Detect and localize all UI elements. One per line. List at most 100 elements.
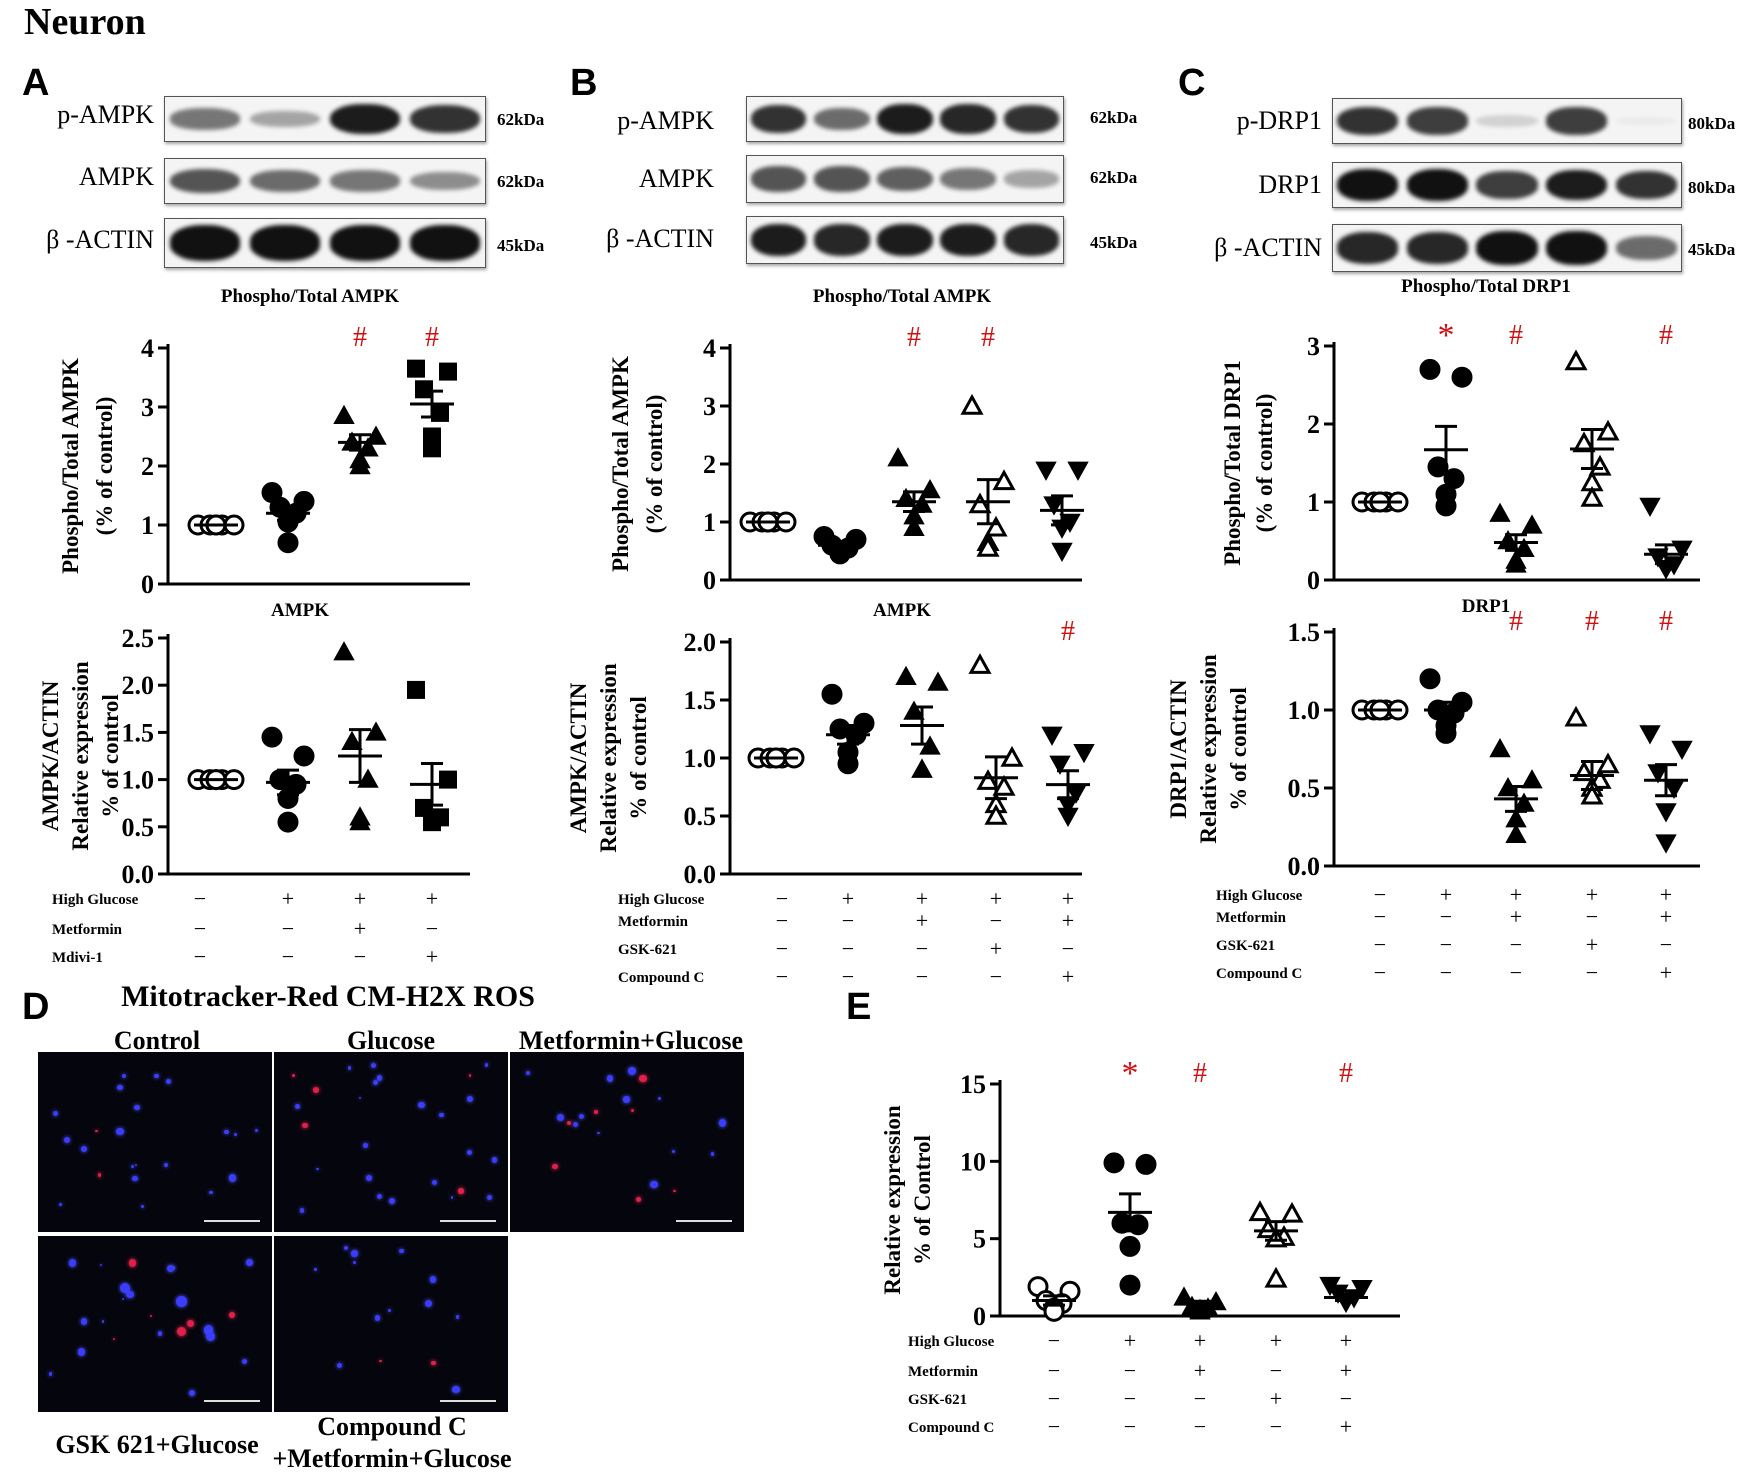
condition-table-c: High Glucose − + + + +Metformin − − + − +GSK-621− −… — [1216, 882, 1672, 985]
data-point — [1505, 553, 1527, 573]
blot-band — [940, 104, 996, 134]
blot-band — [1406, 107, 1468, 135]
condition-sign: − — [1510, 932, 1522, 957]
fluorescent-dot — [552, 1163, 559, 1170]
y-tick-label: 2 — [703, 450, 716, 479]
condition-sign: + — [1660, 960, 1672, 985]
condition-sign: + — [354, 916, 366, 941]
blot-band — [1003, 224, 1060, 256]
data-group: # — [1564, 606, 1620, 805]
data-point — [1351, 1279, 1373, 1300]
data-point — [1564, 349, 1588, 371]
fluorescent-dot — [566, 1120, 572, 1125]
fluorescent-dot — [204, 1325, 214, 1335]
condition-sign: + — [916, 908, 928, 933]
data-point — [1564, 705, 1588, 727]
blot-band — [409, 225, 481, 261]
significance-mark: # — [1659, 606, 1673, 637]
blot-band — [1406, 232, 1468, 264]
y-tick-label: 0 — [973, 1302, 986, 1331]
condition-sign: − — [194, 886, 206, 911]
fluorescent-dot — [639, 1074, 647, 1083]
condition-sign: + — [1510, 882, 1522, 907]
blot-band — [750, 104, 807, 134]
condition-table-e: High Glucose − + + + + Metformin − − + − + GSK-621 − −… — [908, 1328, 1352, 1439]
y-tick-label: 1.0 — [122, 766, 155, 795]
fluorescent-dot — [597, 1132, 600, 1135]
blot-b-kda-1: 62kDa — [1090, 108, 1138, 127]
fluorescent-dot — [121, 1073, 126, 1079]
data-point — [1000, 745, 1024, 767]
fluorescent-dot — [299, 1207, 305, 1213]
data-point — [992, 774, 1016, 796]
condition-sign: + — [426, 944, 438, 969]
condition-sign: − — [1440, 932, 1452, 957]
condition-sign: + — [1510, 904, 1522, 929]
data-group — [968, 653, 1024, 825]
blot-c-strip-2 — [1332, 162, 1682, 208]
blot-c-strip-3 — [1332, 224, 1682, 272]
significance-mark: # — [353, 322, 367, 353]
fluorescent-dot — [246, 1259, 253, 1267]
blot-band — [1545, 107, 1608, 135]
y-tick-label: 0.5 — [1288, 774, 1321, 803]
y-tick-label: 2.0 — [122, 671, 155, 700]
blot-band — [1615, 236, 1677, 260]
data-point — [984, 803, 1008, 825]
data-group: # — [333, 322, 387, 475]
data-point — [895, 665, 917, 685]
data-point — [1419, 668, 1441, 690]
condition-label: Metformin — [908, 1364, 979, 1380]
data-group — [261, 726, 315, 833]
y-tick-label: 0.5 — [122, 813, 155, 842]
fluorescent-dot — [134, 1104, 140, 1111]
data-point — [293, 745, 315, 767]
data-group — [261, 482, 315, 554]
data-group — [747, 747, 805, 769]
y-tick-label: 2.5 — [122, 624, 155, 653]
fluorescent-dot — [121, 1298, 125, 1301]
fluorescent-dot — [188, 1390, 195, 1396]
data-group — [187, 514, 245, 536]
condition-sign: − — [1270, 1358, 1282, 1383]
condition-label: Metformin — [52, 922, 123, 938]
data-point — [423, 813, 441, 832]
data-group: # — [1041, 616, 1095, 828]
condition-table-b: High Glucose − + + + +Metformin − − + − +GSK-621− −… — [618, 886, 1074, 989]
blot-b-label-3: β -ACTIN — [606, 224, 714, 253]
condition-sign: + — [282, 886, 294, 911]
data-point — [1513, 792, 1535, 812]
data-point — [407, 359, 425, 378]
microscopy-label-control: Control — [113, 1026, 201, 1055]
data-group: # — [887, 322, 941, 536]
y-axis-label: % of control — [626, 696, 651, 820]
condition-sign: + — [1340, 1358, 1352, 1383]
data-point — [1057, 807, 1079, 828]
panel-letter-d: D — [22, 986, 50, 1028]
data-point — [349, 454, 371, 475]
chart-title: DRP1 — [1462, 596, 1511, 617]
micrograph-control — [38, 1052, 272, 1232]
fluorescent-dot — [68, 1259, 77, 1267]
y-axis-label: % of Control — [910, 1135, 935, 1265]
panel-letter-c: C — [1178, 62, 1206, 104]
significance-mark: # — [1509, 320, 1523, 351]
fluorescent-dot — [228, 1174, 237, 1182]
data-point — [439, 770, 457, 789]
condition-sign: − — [990, 908, 1002, 933]
blot-a-strip-1 — [164, 96, 486, 142]
figure-title: Neuron — [24, 1, 146, 43]
panel-letter-a: A — [22, 62, 50, 104]
data-point — [887, 447, 909, 467]
data-group: # — [960, 322, 1016, 557]
fluorescent-dot — [113, 1338, 116, 1341]
data-point — [423, 439, 441, 458]
condition-sign: + — [1062, 886, 1074, 911]
blot-band — [1615, 170, 1677, 200]
y-axis-label: AMPK/ACTIN — [566, 682, 591, 833]
y-tick-label: 2.0 — [684, 628, 717, 657]
fluorescent-dot — [399, 1248, 405, 1254]
condition-label: GSK-621 — [908, 1392, 967, 1408]
y-tick-label: 3 — [141, 393, 154, 422]
fluorescent-dot — [388, 1308, 391, 1312]
